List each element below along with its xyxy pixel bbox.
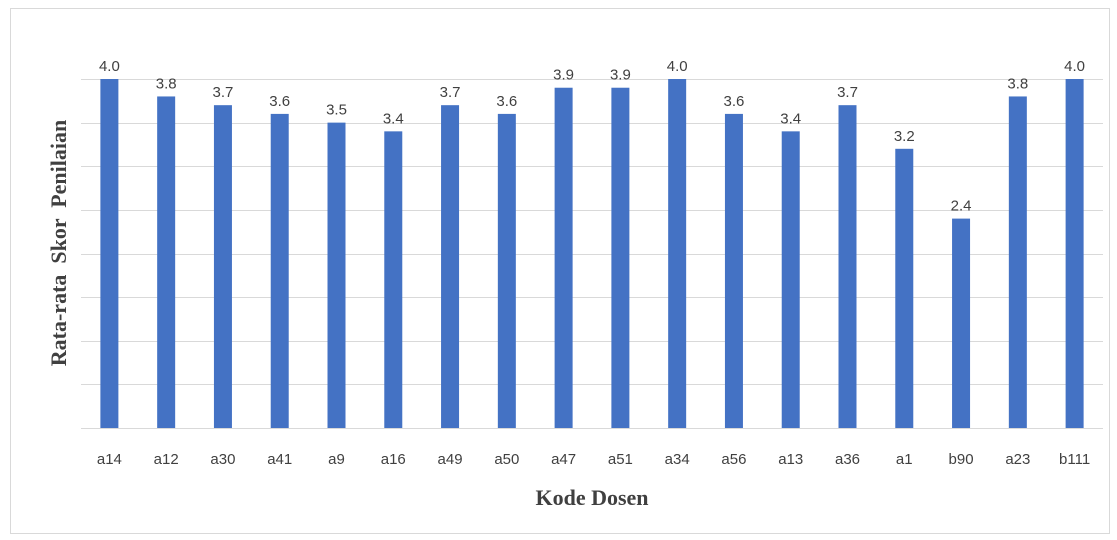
x-tick-label-b111: b111: [1059, 451, 1090, 468]
data-label-a14: 4.0: [99, 58, 120, 75]
x-tick-label-a1: a1: [896, 451, 913, 468]
bar-a50: [497, 113, 516, 429]
bar-a1: [895, 148, 914, 429]
bar-a56: [724, 113, 743, 429]
x-tick-label-a56: a56: [721, 451, 746, 468]
bar-a30: [213, 105, 232, 429]
x-tick-label-a30: a30: [210, 451, 235, 468]
data-label-a34: 4.0: [667, 58, 688, 75]
x-tick-label-a41: a41: [267, 451, 292, 468]
bar-chart: 4.0 3.8 3.7 3.6 3.5 3.4 3.7 3.6 3.9 3.9 4.0 3.6 3.4 3…: [46, 58, 1103, 510]
x-tick-label-a51: a51: [608, 451, 633, 468]
bar-a23: [1008, 96, 1027, 428]
y-axis-title: Rata-rata Skor Penilaian: [46, 120, 71, 366]
x-tick-label-a34: a34: [665, 451, 690, 468]
bar-a49: [441, 105, 460, 429]
bar-a13: [781, 131, 800, 428]
chart-frame: 4.0 3.8 3.7 3.6 3.5 3.4 3.7 3.6 3.9 3.9 4.0 3.6 3.4 3…: [10, 8, 1110, 534]
data-label-a23: 3.8: [1007, 75, 1028, 92]
x-tick-label-b90: b90: [949, 451, 974, 468]
x-tick-label-a47: a47: [551, 451, 576, 468]
bar-a51: [611, 87, 630, 428]
data-label-a47: 3.9: [553, 67, 574, 84]
x-tick-label-a14: a14: [97, 451, 122, 468]
bar-b90: [952, 218, 971, 428]
data-label-a56: 3.6: [724, 93, 745, 110]
x-tick-label-a23: a23: [1005, 451, 1030, 468]
bar-a47: [554, 87, 573, 428]
data-label-a12: 3.8: [156, 75, 177, 92]
bars: [100, 79, 1084, 429]
bar-a9: [327, 122, 346, 428]
x-tick-label-a12: a12: [154, 451, 179, 468]
x-tick-label-a13: a13: [778, 451, 803, 468]
data-label-a36: 3.7: [837, 84, 858, 101]
x-tick-label-a49: a49: [438, 451, 463, 468]
x-tick-label-a36: a36: [835, 451, 860, 468]
data-label-a51: 3.9: [610, 67, 631, 84]
data-labels: 4.0 3.8 3.7 3.6 3.5 3.4 3.7 3.6 3.9 3.9 4.0 3.6 3.4 3…: [99, 58, 1085, 215]
data-label-a9: 3.5: [326, 102, 347, 119]
gridlines: [81, 79, 1103, 429]
x-axis-title: Kode Dosen: [535, 485, 648, 510]
bar-a34: [668, 79, 687, 428]
bar-a14: [100, 79, 119, 428]
bar-a41: [270, 113, 289, 429]
data-label-b111: 4.0: [1064, 58, 1085, 75]
x-tick-label-a9: a9: [328, 451, 345, 468]
data-label-a1: 3.2: [894, 128, 915, 145]
data-label-b90: 2.4: [951, 198, 972, 215]
bar-b111: [1065, 79, 1084, 428]
bar-a12: [157, 96, 176, 428]
data-label-a13: 3.4: [780, 110, 801, 127]
bar-a16: [384, 131, 403, 428]
data-label-a30: 3.7: [213, 84, 234, 101]
x-tick-label-a50: a50: [494, 451, 519, 468]
bar-a36: [838, 105, 857, 429]
data-label-a41: 3.6: [269, 93, 290, 110]
data-label-a50: 3.6: [496, 93, 517, 110]
data-label-a16: 3.4: [383, 110, 404, 127]
x-tick-labels: a14 a12 a30 a41 a9 a16 a49 a50 a47 a51 a34 a56 a13 a3…: [97, 451, 1090, 468]
x-tick-label-a16: a16: [381, 451, 406, 468]
data-label-a49: 3.7: [440, 84, 461, 101]
